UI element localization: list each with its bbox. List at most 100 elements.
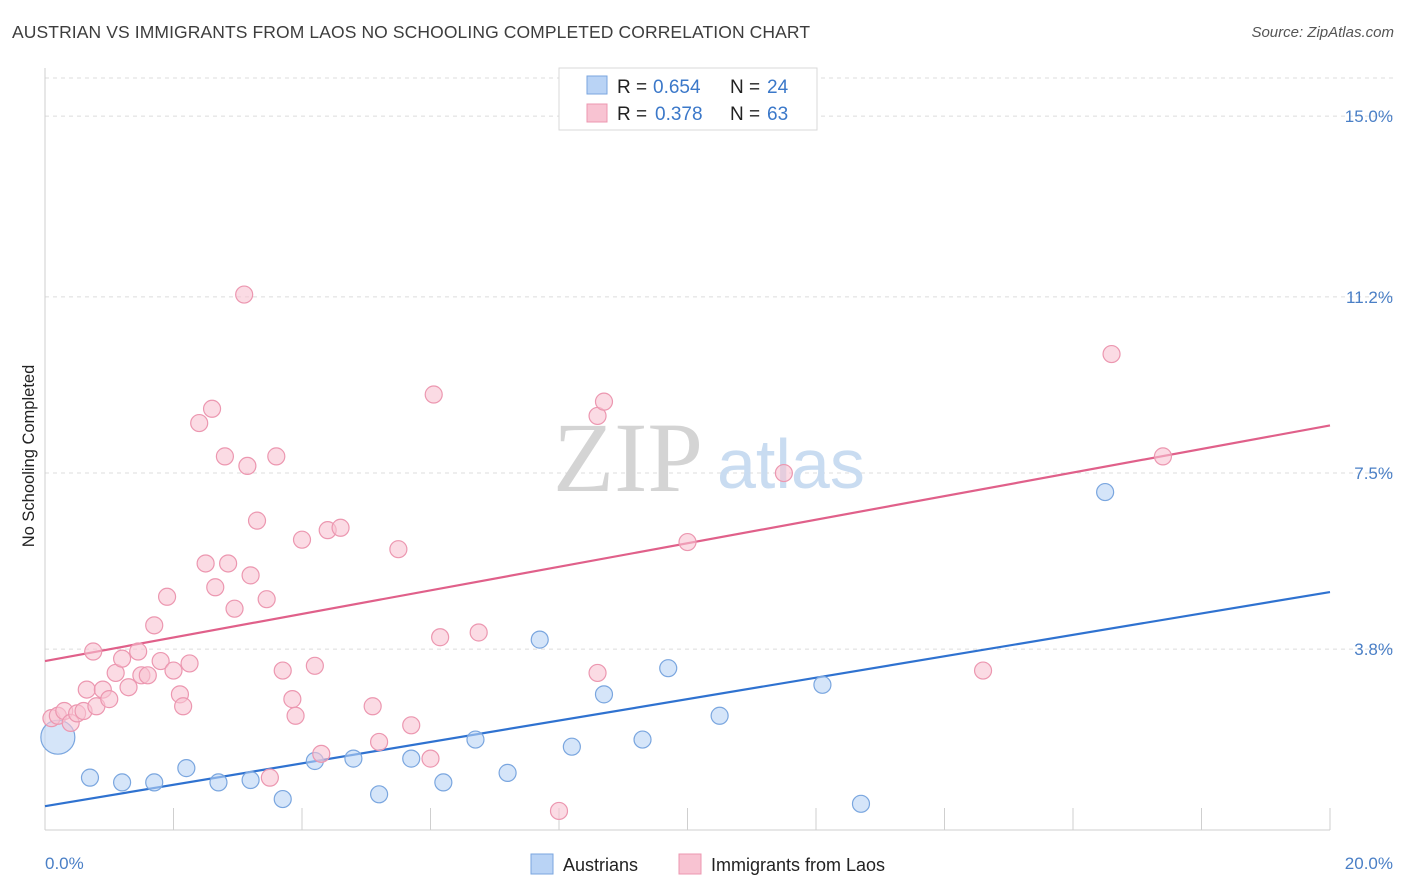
point-laos (370, 732, 389, 752)
watermark-atlas: atlas (717, 425, 865, 503)
point-laos (119, 678, 138, 697)
legend-r-value: 0.378 (655, 104, 703, 125)
point-laos (267, 447, 286, 466)
point-austrians (710, 706, 729, 725)
point-austrians (145, 773, 164, 792)
legend-n-value: 24 (767, 77, 789, 98)
axes (44, 68, 1331, 831)
y-tick-label: 15.0% (1345, 107, 1393, 126)
y-tick-labels: 3.8% 7.5% 11.2% 15.0% (1345, 107, 1393, 659)
point-laos (363, 697, 382, 716)
bottom-legend-swatch-blue (530, 853, 554, 875)
point-laos (1102, 344, 1121, 364)
point-austrians (562, 737, 581, 756)
y-tick-label: 3.8% (1354, 640, 1393, 659)
point-laos (129, 642, 148, 661)
legend: R = 0.654 N = 24 R = 0.378 N = 63 (558, 67, 818, 131)
point-laos (84, 642, 103, 661)
point-laos (273, 661, 292, 680)
point-austrians (530, 630, 549, 649)
point-laos (247, 511, 267, 530)
point-laos (424, 385, 443, 404)
legend-r-label: R = (617, 104, 647, 125)
point-austrians (80, 768, 100, 787)
point-laos (389, 540, 408, 559)
point-austrians (370, 785, 389, 804)
point-austrians (1096, 482, 1115, 502)
point-austrians (112, 773, 132, 792)
point-austrians (273, 789, 292, 809)
chart-title: AUSTRIAN VS IMMIGRANTS FROM LAOS NO SCHO… (12, 22, 811, 42)
point-laos (588, 663, 607, 683)
point-laos (257, 590, 276, 609)
point-laos (219, 554, 238, 573)
point-austrians (402, 749, 421, 768)
point-laos (469, 623, 488, 642)
legend-swatch-pink (586, 103, 608, 123)
point-austrians (344, 749, 363, 768)
point-laos (145, 616, 164, 635)
legend-n-label: N = (730, 104, 760, 125)
point-laos (151, 651, 170, 671)
point-laos (312, 744, 331, 763)
point-austrians (813, 675, 832, 694)
point-laos (235, 285, 254, 304)
point-austrians (241, 770, 260, 790)
legend-n-value: 63 (767, 104, 788, 125)
point-laos (164, 661, 183, 680)
point-laos (138, 666, 157, 685)
bottom-legend: Austrians Immigrants from Laos (530, 853, 885, 875)
point-laos (225, 599, 244, 618)
point-laos (157, 587, 177, 606)
point-laos (973, 661, 993, 680)
point-laos (549, 801, 569, 821)
point-laos (678, 532, 697, 552)
point-laos (202, 399, 222, 418)
point-laos (331, 518, 350, 537)
data-points (40, 285, 1173, 821)
gridlines (45, 77, 1393, 650)
point-austrians (659, 659, 678, 678)
point-laos (174, 697, 193, 716)
point-laos (238, 456, 257, 475)
point-austrians (851, 794, 871, 813)
point-laos (215, 447, 234, 466)
point-austrians (498, 763, 517, 782)
point-laos (260, 768, 279, 787)
bottom-legend-swatch-pink (678, 853, 702, 875)
point-laos (774, 463, 793, 483)
point-laos (283, 690, 302, 709)
point-austrians (434, 773, 453, 792)
legend-r-label: R = (617, 77, 647, 98)
y-tick-label: 11.2% (1346, 288, 1393, 307)
legend-swatch-blue (586, 75, 608, 95)
point-laos (196, 554, 215, 573)
bottom-legend-austrians: Austrians (563, 855, 638, 875)
trend-line-austrians (44, 590, 1331, 808)
point-laos (190, 413, 209, 433)
y-axis-label: No Schooling Completed (20, 365, 38, 548)
x-tick-label: 20.0% (1345, 854, 1393, 873)
point-austrians (177, 759, 196, 778)
point-laos (241, 566, 260, 585)
point-laos (305, 656, 324, 675)
point-laos (286, 706, 305, 725)
point-laos (77, 680, 96, 699)
source-label: Source: ZipAtlas.com (1251, 24, 1394, 41)
point-laos (180, 654, 199, 673)
watermark: ZIP atlas (553, 402, 865, 513)
point-laos (206, 578, 225, 597)
point-laos (100, 690, 119, 709)
x-tick-label: 0.0% (45, 854, 84, 873)
point-laos (421, 749, 440, 768)
point-laos (594, 392, 614, 411)
point-laos (431, 628, 450, 647)
point-austrians (594, 685, 614, 704)
watermark-zip: ZIP (553, 402, 703, 513)
x-tick-labels: 0.0% 20.0% (45, 854, 1393, 873)
point-laos (112, 649, 132, 668)
y-tick-label: 7.5% (1354, 464, 1393, 483)
legend-r-value: 0.654 (653, 77, 701, 98)
legend-n-label: N = (730, 77, 760, 98)
